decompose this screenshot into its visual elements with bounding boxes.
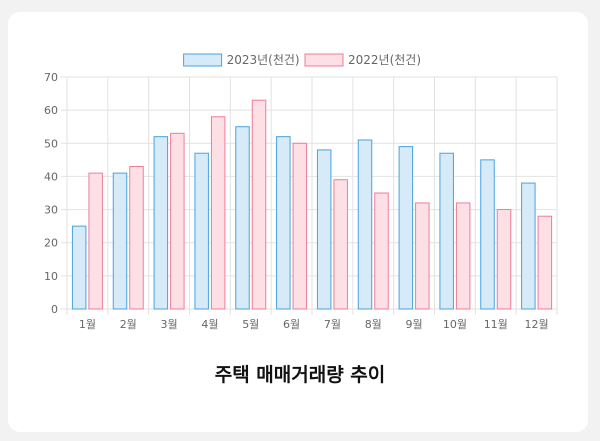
bar-series-2[interactable]	[374, 192, 389, 310]
bar-series-1[interactable]	[480, 159, 495, 310]
bar-series-1[interactable]	[357, 139, 373, 310]
bar-series-2[interactable]	[129, 165, 144, 310]
y-tick-label: 30	[44, 204, 58, 217]
bar-series-2[interactable]	[333, 179, 348, 310]
bar-series-1[interactable]	[316, 149, 332, 310]
bar-series-2[interactable]	[496, 209, 512, 310]
bar-series-2[interactable]	[210, 116, 226, 310]
legend-swatch	[304, 53, 344, 67]
bar-series-1[interactable]	[398, 146, 414, 310]
chart-title: 주택 매매거래량 추이	[214, 364, 386, 386]
x-tick-label: 8월	[365, 318, 382, 331]
bar-series-1[interactable]	[71, 225, 87, 310]
x-tick-label: 10월	[443, 318, 467, 331]
legend[interactable]: 2023년(천건) 2022년(천건)	[183, 52, 421, 67]
bar-series-2[interactable]	[415, 202, 430, 310]
bar-series-1[interactable]	[521, 182, 536, 310]
bar-series-1[interactable]	[194, 152, 209, 310]
bar-series-2[interactable]	[251, 99, 267, 310]
legend-swatch	[183, 53, 223, 67]
bar-series-1[interactable]	[153, 136, 169, 310]
x-tick-label: 2월	[120, 318, 137, 331]
bar-series-2[interactable]	[537, 215, 553, 310]
bars	[71, 99, 553, 310]
x-tick-label: 9월	[406, 318, 423, 331]
bar-series-1[interactable]	[439, 152, 454, 310]
x-tick-label: 1월	[79, 318, 96, 331]
bar-series-1[interactable]	[112, 172, 128, 310]
y-tick-label: 10	[44, 270, 58, 283]
bar-series-1[interactable]	[276, 136, 291, 310]
y-tick-label: 50	[44, 137, 58, 150]
legend-item[interactable]: 2023년(천건)	[183, 52, 300, 67]
legend-label: 2023년(천건)	[227, 52, 300, 67]
x-axis-ticks: 1월 2월 3월 4월 5월 6월 7월 8월 9월 10월 11월 12월	[79, 318, 549, 331]
bar-series-2[interactable]	[455, 202, 471, 310]
bar-series-2[interactable]	[88, 172, 103, 310]
y-axis-ticks: 0 10 20 30 40 50 60 70	[44, 71, 58, 316]
x-tick-label: 11월	[484, 318, 508, 331]
x-tick-label: 6월	[283, 318, 300, 331]
bar-series-2[interactable]	[292, 142, 308, 310]
y-tick-label: 20	[44, 237, 58, 250]
x-tick-label: 4월	[201, 318, 218, 331]
x-tick-label: 12월	[525, 318, 549, 331]
y-tick-label: 40	[44, 170, 58, 183]
bar-series-2[interactable]	[170, 132, 185, 310]
legend-label: 2022년(천건)	[348, 52, 421, 67]
x-tick-label: 7월	[324, 318, 341, 331]
bar-series-1[interactable]	[235, 126, 250, 310]
x-tick-label: 5월	[242, 318, 259, 331]
x-tick-label: 3월	[161, 318, 178, 331]
y-tick-label: 0	[51, 303, 58, 316]
y-tick-label: 60	[44, 104, 58, 117]
legend-item[interactable]: 2022년(천건)	[304, 52, 421, 67]
y-tick-label: 70	[44, 71, 58, 84]
